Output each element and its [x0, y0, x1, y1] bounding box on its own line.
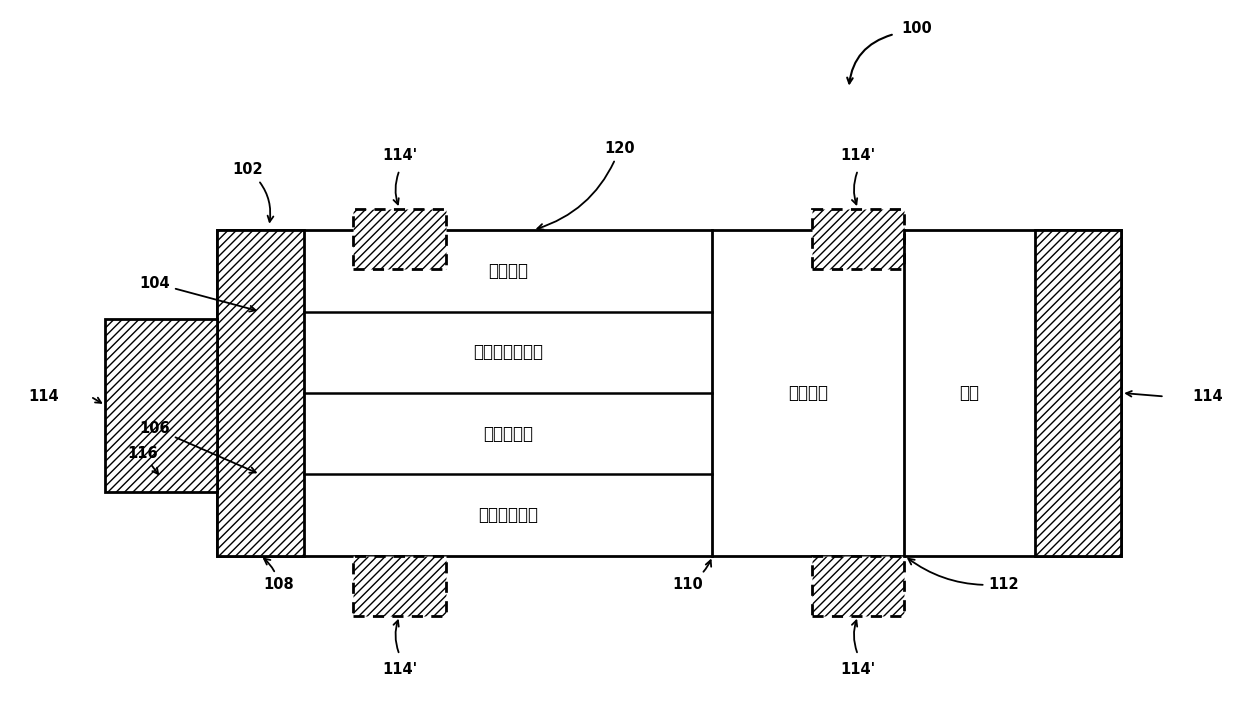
- Text: 102: 102: [233, 162, 274, 222]
- Bar: [353, 556, 446, 616]
- Text: 104: 104: [140, 275, 255, 312]
- Bar: [217, 230, 304, 556]
- Text: 114': 114': [382, 148, 418, 164]
- Text: 110: 110: [673, 560, 711, 592]
- Bar: [105, 319, 217, 492]
- Text: 114': 114': [382, 661, 418, 677]
- Text: 120: 120: [538, 141, 634, 229]
- Bar: [217, 230, 1121, 556]
- Text: 114': 114': [840, 661, 876, 677]
- Text: 处理模块: 处理模块: [788, 384, 829, 402]
- Text: 112: 112: [908, 559, 1018, 592]
- Bar: [812, 209, 904, 269]
- Text: 100: 100: [902, 21, 932, 36]
- Text: 机械感测模块: 机械感测模块: [478, 506, 538, 524]
- Text: 114: 114: [28, 389, 58, 404]
- Text: 电感测模块: 电感测模块: [483, 425, 533, 442]
- Text: 114': 114': [840, 148, 876, 164]
- Text: 脉冲发生器模块: 脉冲发生器模块: [473, 343, 543, 361]
- Bar: [812, 556, 904, 616]
- Text: 116: 116: [128, 445, 159, 474]
- Text: 通信模块: 通信模块: [488, 262, 528, 280]
- Bar: [1035, 230, 1121, 556]
- Text: 108: 108: [264, 559, 294, 592]
- Bar: [353, 209, 446, 269]
- Text: 电池: 电池: [959, 384, 980, 402]
- Text: 106: 106: [140, 421, 255, 473]
- Text: 114: 114: [1193, 389, 1223, 404]
